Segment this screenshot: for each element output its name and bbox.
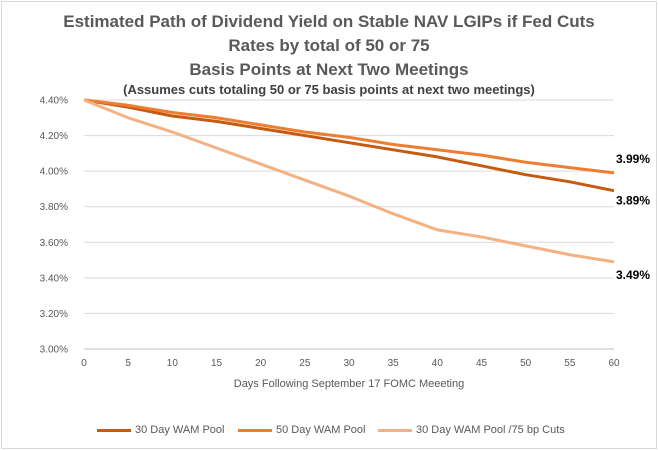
gridlines — [84, 99, 614, 314]
y-axis-tick-labels: 4.40% 4.20% 4.00% 3.80% 3.60% 3.40% 3.20% 3.00% — [40, 96, 68, 356]
legend-swatch-series-2 — [238, 428, 272, 432]
x-axis-title: Days Following September 17 FOMC Meeetin… — [234, 378, 464, 390]
series-line-2 — [83, 98, 615, 175]
legend-item-series-1: 30 Day WAM Pool — [97, 424, 224, 436]
x-tick-label: 45 — [476, 358, 488, 369]
y-tick-label: 3.20% — [40, 309, 68, 320]
y-tick-label: 3.80% — [40, 202, 68, 213]
end-value-label-series-3: 3.49% — [616, 268, 650, 282]
series-lines — [83, 98, 615, 264]
x-tick-label: 60 — [608, 358, 620, 369]
x-tick-label: 35 — [388, 358, 400, 369]
x-tick-label: 25 — [299, 358, 311, 369]
series-line-3 — [83, 98, 615, 264]
x-tick-label: 0 — [81, 358, 87, 369]
x-tick-label: 10 — [167, 358, 179, 369]
x-tick-label: 55 — [564, 358, 576, 369]
x-tick-label: 15 — [211, 358, 223, 369]
y-tick-label: 3.40% — [40, 273, 68, 284]
y-tick-label: 4.20% — [40, 131, 68, 142]
legend-label-series-1: 30 Day WAM Pool — [135, 424, 225, 436]
end-value-labels: 3.89% 3.99% 3.49% — [616, 152, 650, 282]
x-tick-label: 5 — [125, 358, 131, 369]
y-tick-label: 3.60% — [40, 238, 68, 249]
x-tick-label: 40 — [432, 358, 444, 369]
chart-title-line-1: Estimated Path of Dividend Yield on Stab… — [63, 12, 595, 31]
chart-title-line-2: Rates by total of 50 or 75 — [228, 36, 430, 55]
x-tick-label: 30 — [343, 358, 355, 369]
chart-title-line-3: Basis Points at Next Two Meetings — [189, 60, 469, 79]
legend-label-series-2: 50 Day WAM Pool — [276, 424, 366, 436]
x-axis-tick-labels: 0 5 10 15 20 25 30 35 40 45 50 55 60 — [81, 358, 620, 369]
series-line-1 — [83, 98, 615, 193]
x-tick-label: 20 — [255, 358, 267, 369]
end-value-label-series-1: 3.89% — [616, 194, 650, 208]
chart-subtitle: (Assumes cuts totaling 50 or 75 basis po… — [123, 82, 535, 97]
legend-item-series-2: 50 Day WAM Pool — [238, 424, 365, 436]
y-tick-label: 4.00% — [40, 167, 68, 178]
y-tick-label: 3.00% — [40, 345, 68, 356]
y-tick-label: 4.40% — [40, 96, 68, 107]
legend-item-series-3: 30 Day WAM Pool /75 bp Cuts — [378, 424, 565, 436]
legend-label-series-3: 30 Day WAM Pool /75 bp Cuts — [416, 424, 565, 436]
end-value-label-series-2: 3.99% — [616, 152, 650, 166]
x-tick-label: 50 — [520, 358, 532, 369]
legend-swatch-series-3 — [378, 428, 412, 432]
legend-swatch-series-1 — [97, 428, 131, 432]
